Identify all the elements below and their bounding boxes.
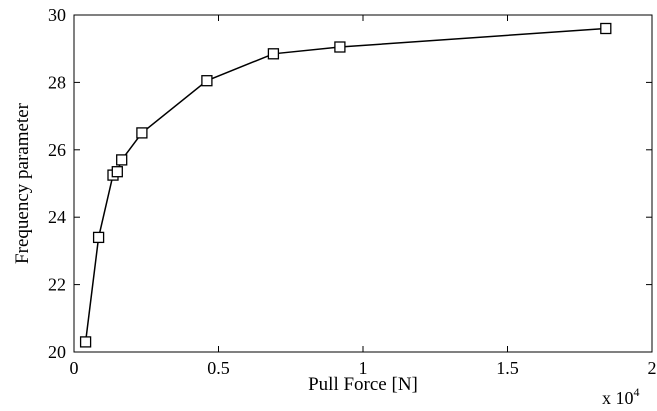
x-tick-label: 0 [70, 358, 79, 378]
y-tick-label: 26 [48, 140, 66, 160]
x-axis-label: Pull Force [N] [308, 374, 418, 395]
plot-frame [73, 14, 653, 353]
axis-ticks: 0 0.5 1 1.5 2 20 22 24 26 28 30 [48, 5, 657, 378]
data-point-marker [79, 336, 92, 348]
x-axis-multiplier: x 104 [602, 385, 640, 408]
data-point-marker [600, 22, 612, 35]
data-point-marker [136, 127, 148, 139]
y-tick-label: 28 [48, 72, 66, 92]
data-point-marker [334, 41, 346, 53]
y-tick-label: 30 [48, 5, 66, 25]
y-tick-label: 22 [48, 275, 66, 295]
x-tick-label: 1 [359, 358, 368, 378]
data-point-marker [111, 166, 123, 178]
x-tick-label: 2 [648, 358, 657, 378]
data-point-marker [267, 48, 280, 60]
y-tick-label: 20 [48, 342, 66, 362]
series-line [84, 27, 606, 342]
data-point-marker [116, 154, 128, 166]
y-tick-label: 24 [48, 207, 66, 227]
x-axis-multiplier-base: x 10 [602, 388, 634, 408]
x-tick-label: 1.5 [496, 358, 519, 378]
data-point-marker [201, 75, 213, 87]
x-axis-multiplier-exponent: 4 [634, 385, 640, 399]
x-tick-label: 0.5 [207, 358, 230, 378]
series [79, 22, 612, 348]
y-axis-label: Frequency parameter [12, 102, 33, 264]
data-point-marker [92, 231, 105, 244]
